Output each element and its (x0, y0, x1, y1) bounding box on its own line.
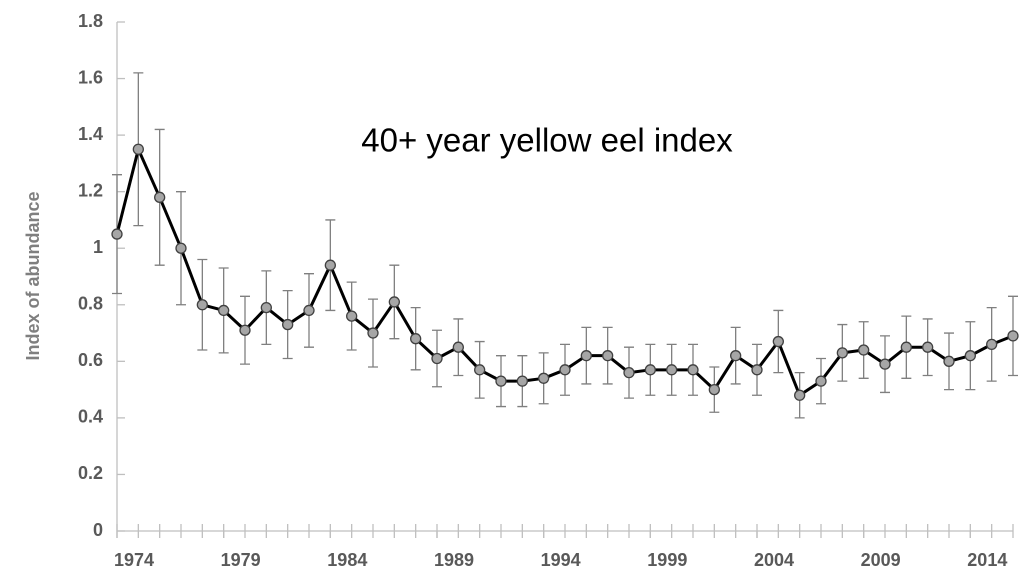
marker (132, 143, 144, 155)
marker (175, 242, 187, 254)
marker (730, 350, 742, 362)
marker (388, 296, 400, 308)
y-tick-label: 1.2 (78, 180, 103, 200)
y-tick-label: 0 (93, 520, 103, 540)
marker (602, 350, 614, 362)
marker (239, 324, 251, 336)
marker (580, 350, 592, 362)
marker (986, 338, 998, 351)
y-axis-label: Index of abundance (23, 191, 43, 360)
x-tick-label: 1974 (114, 550, 154, 570)
marker (111, 228, 123, 240)
marker (922, 341, 934, 353)
marker (346, 310, 358, 322)
marker (474, 364, 486, 376)
marker (623, 366, 635, 379)
marker (943, 355, 955, 367)
y-tick-label: 1.6 (78, 67, 103, 87)
marker (282, 318, 294, 331)
marker (964, 350, 976, 362)
x-tick-label: 1979 (221, 550, 261, 570)
y-tick-label: 1 (93, 237, 103, 257)
y-tick-label: 0.8 (78, 294, 103, 314)
marker (303, 304, 315, 317)
marker (196, 299, 208, 311)
x-tick-label: 1999 (647, 550, 687, 570)
y-tick-label: 0.4 (78, 407, 103, 427)
marker (858, 344, 870, 356)
marker (815, 375, 827, 387)
marker (1007, 330, 1019, 342)
marker (495, 375, 507, 387)
marker (708, 383, 720, 396)
marker (794, 389, 806, 401)
marker (260, 301, 272, 314)
marker (452, 341, 464, 353)
marker (559, 364, 571, 376)
x-tick-label: 1994 (541, 550, 581, 570)
marker (879, 358, 891, 370)
y-tick-label: 0.6 (78, 350, 103, 370)
marker (218, 304, 230, 317)
x-tick-label: 1989 (434, 550, 474, 570)
x-tick-label: 2014 (967, 550, 1007, 570)
annotation: 40+ year yellow eel index (361, 122, 733, 159)
marker (324, 259, 336, 271)
x-tick-label: 1984 (327, 550, 367, 570)
x-tick-label: 2004 (754, 550, 794, 570)
marker (666, 364, 678, 376)
marker (410, 333, 422, 345)
marker (516, 375, 528, 387)
y-tick-label: 0.2 (78, 463, 103, 483)
marker (644, 364, 656, 376)
marker (431, 352, 443, 365)
marker (687, 364, 699, 376)
y-tick-label: 1.4 (78, 124, 103, 144)
marker (772, 335, 784, 348)
marker (367, 327, 379, 339)
marker (751, 364, 763, 376)
marker (900, 341, 912, 353)
x-tick-label: 2009 (861, 550, 901, 570)
y-tick-label: 1.8 (78, 11, 103, 31)
marker (154, 191, 166, 203)
marker (836, 347, 848, 359)
marker (538, 372, 550, 384)
